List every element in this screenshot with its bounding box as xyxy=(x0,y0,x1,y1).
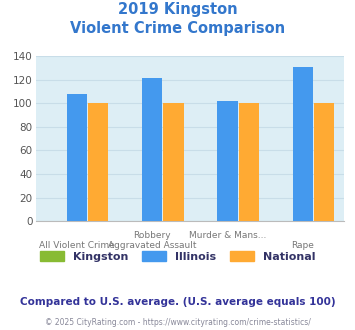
Text: Robbery: Robbery xyxy=(133,231,171,240)
Bar xyxy=(314,103,334,221)
Bar xyxy=(217,101,238,221)
Text: Rape: Rape xyxy=(291,241,315,250)
Bar xyxy=(163,103,184,221)
Bar xyxy=(67,94,87,221)
Text: Murder & Mans...: Murder & Mans... xyxy=(189,231,266,240)
Text: All Violent Crime: All Violent Crime xyxy=(39,241,115,250)
Bar xyxy=(239,103,259,221)
Bar xyxy=(142,79,163,221)
Legend: Kingston, Illinois, National: Kingston, Illinois, National xyxy=(35,247,320,267)
Text: © 2025 CityRating.com - https://www.cityrating.com/crime-statistics/: © 2025 CityRating.com - https://www.city… xyxy=(45,318,310,327)
Text: Violent Crime Comparison: Violent Crime Comparison xyxy=(70,21,285,36)
Text: Aggravated Assault: Aggravated Assault xyxy=(108,241,197,250)
Bar xyxy=(293,67,313,221)
Text: 2019 Kingston: 2019 Kingston xyxy=(118,2,237,16)
Bar xyxy=(88,103,108,221)
Text: Compared to U.S. average. (U.S. average equals 100): Compared to U.S. average. (U.S. average … xyxy=(20,297,335,307)
